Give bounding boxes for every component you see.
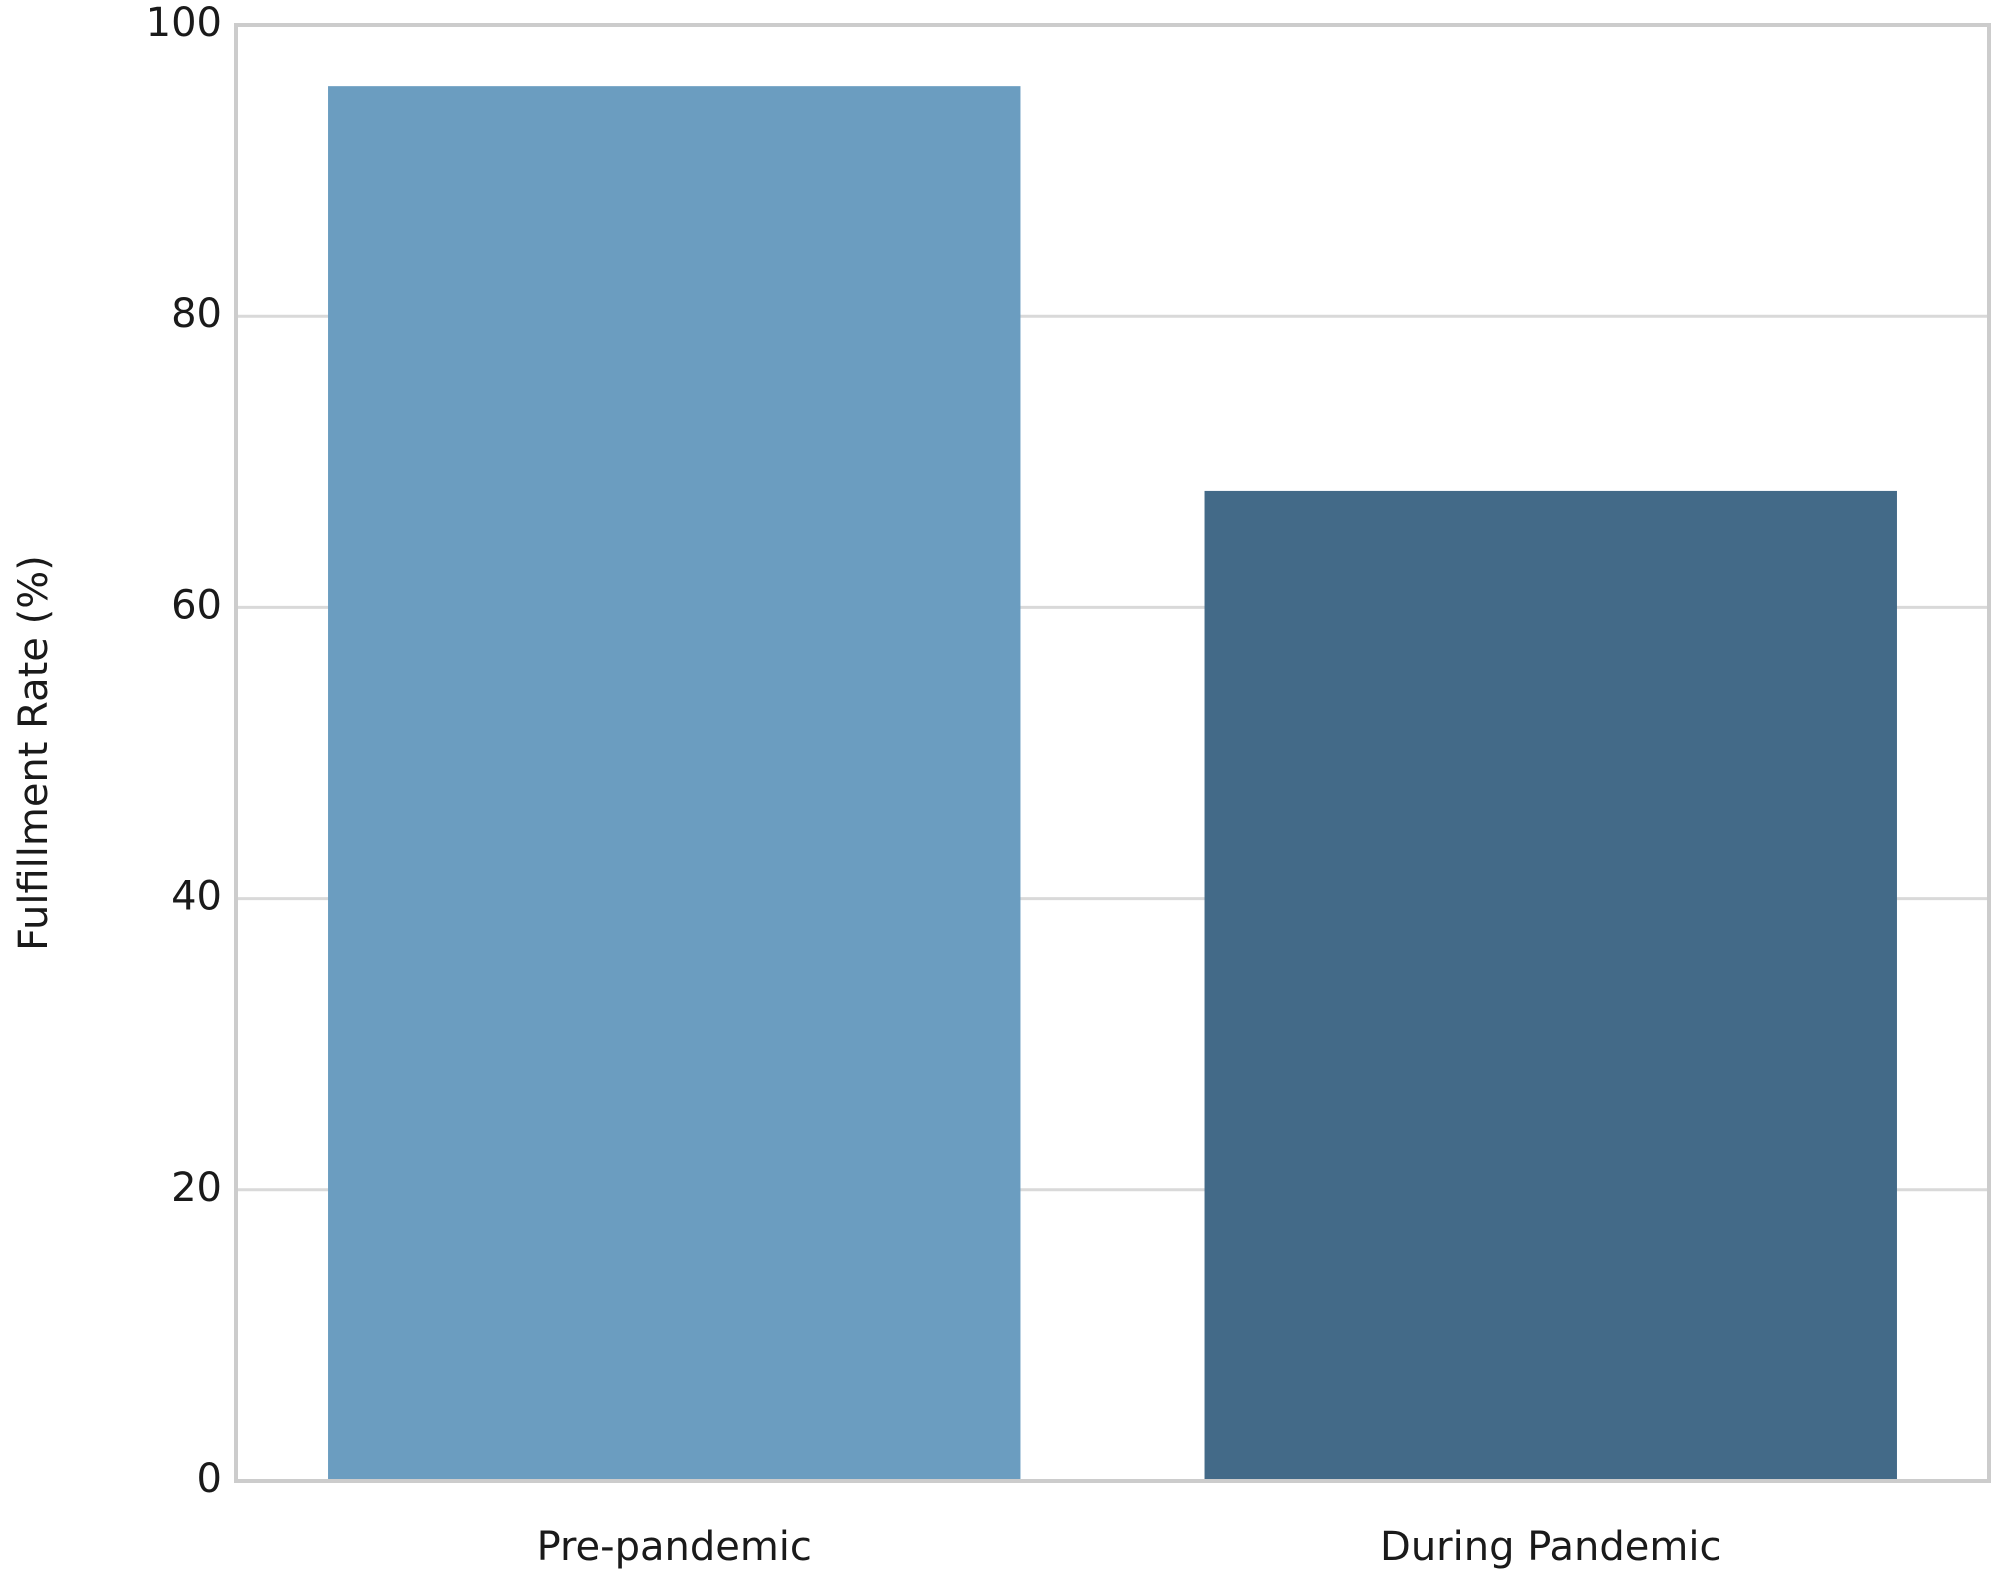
y-tick-label: 60	[171, 582, 222, 628]
y-tick-label: 100	[146, 0, 222, 46]
plot-frame	[234, 23, 1991, 1483]
bar	[328, 86, 1021, 1482]
y-tick-label: 20	[171, 1165, 222, 1211]
y-axis-label: Fulfillment Rate (%)	[11, 555, 57, 951]
y-tick-label: 40	[171, 874, 222, 920]
y-tick-label: 80	[171, 291, 222, 337]
x-tick-label: During Pandemic	[1380, 1524, 1721, 1570]
bar	[1204, 490, 1897, 1481]
y-tick-label: 0	[197, 1456, 222, 1502]
x-tick-label: Pre-pandemic	[537, 1524, 812, 1570]
